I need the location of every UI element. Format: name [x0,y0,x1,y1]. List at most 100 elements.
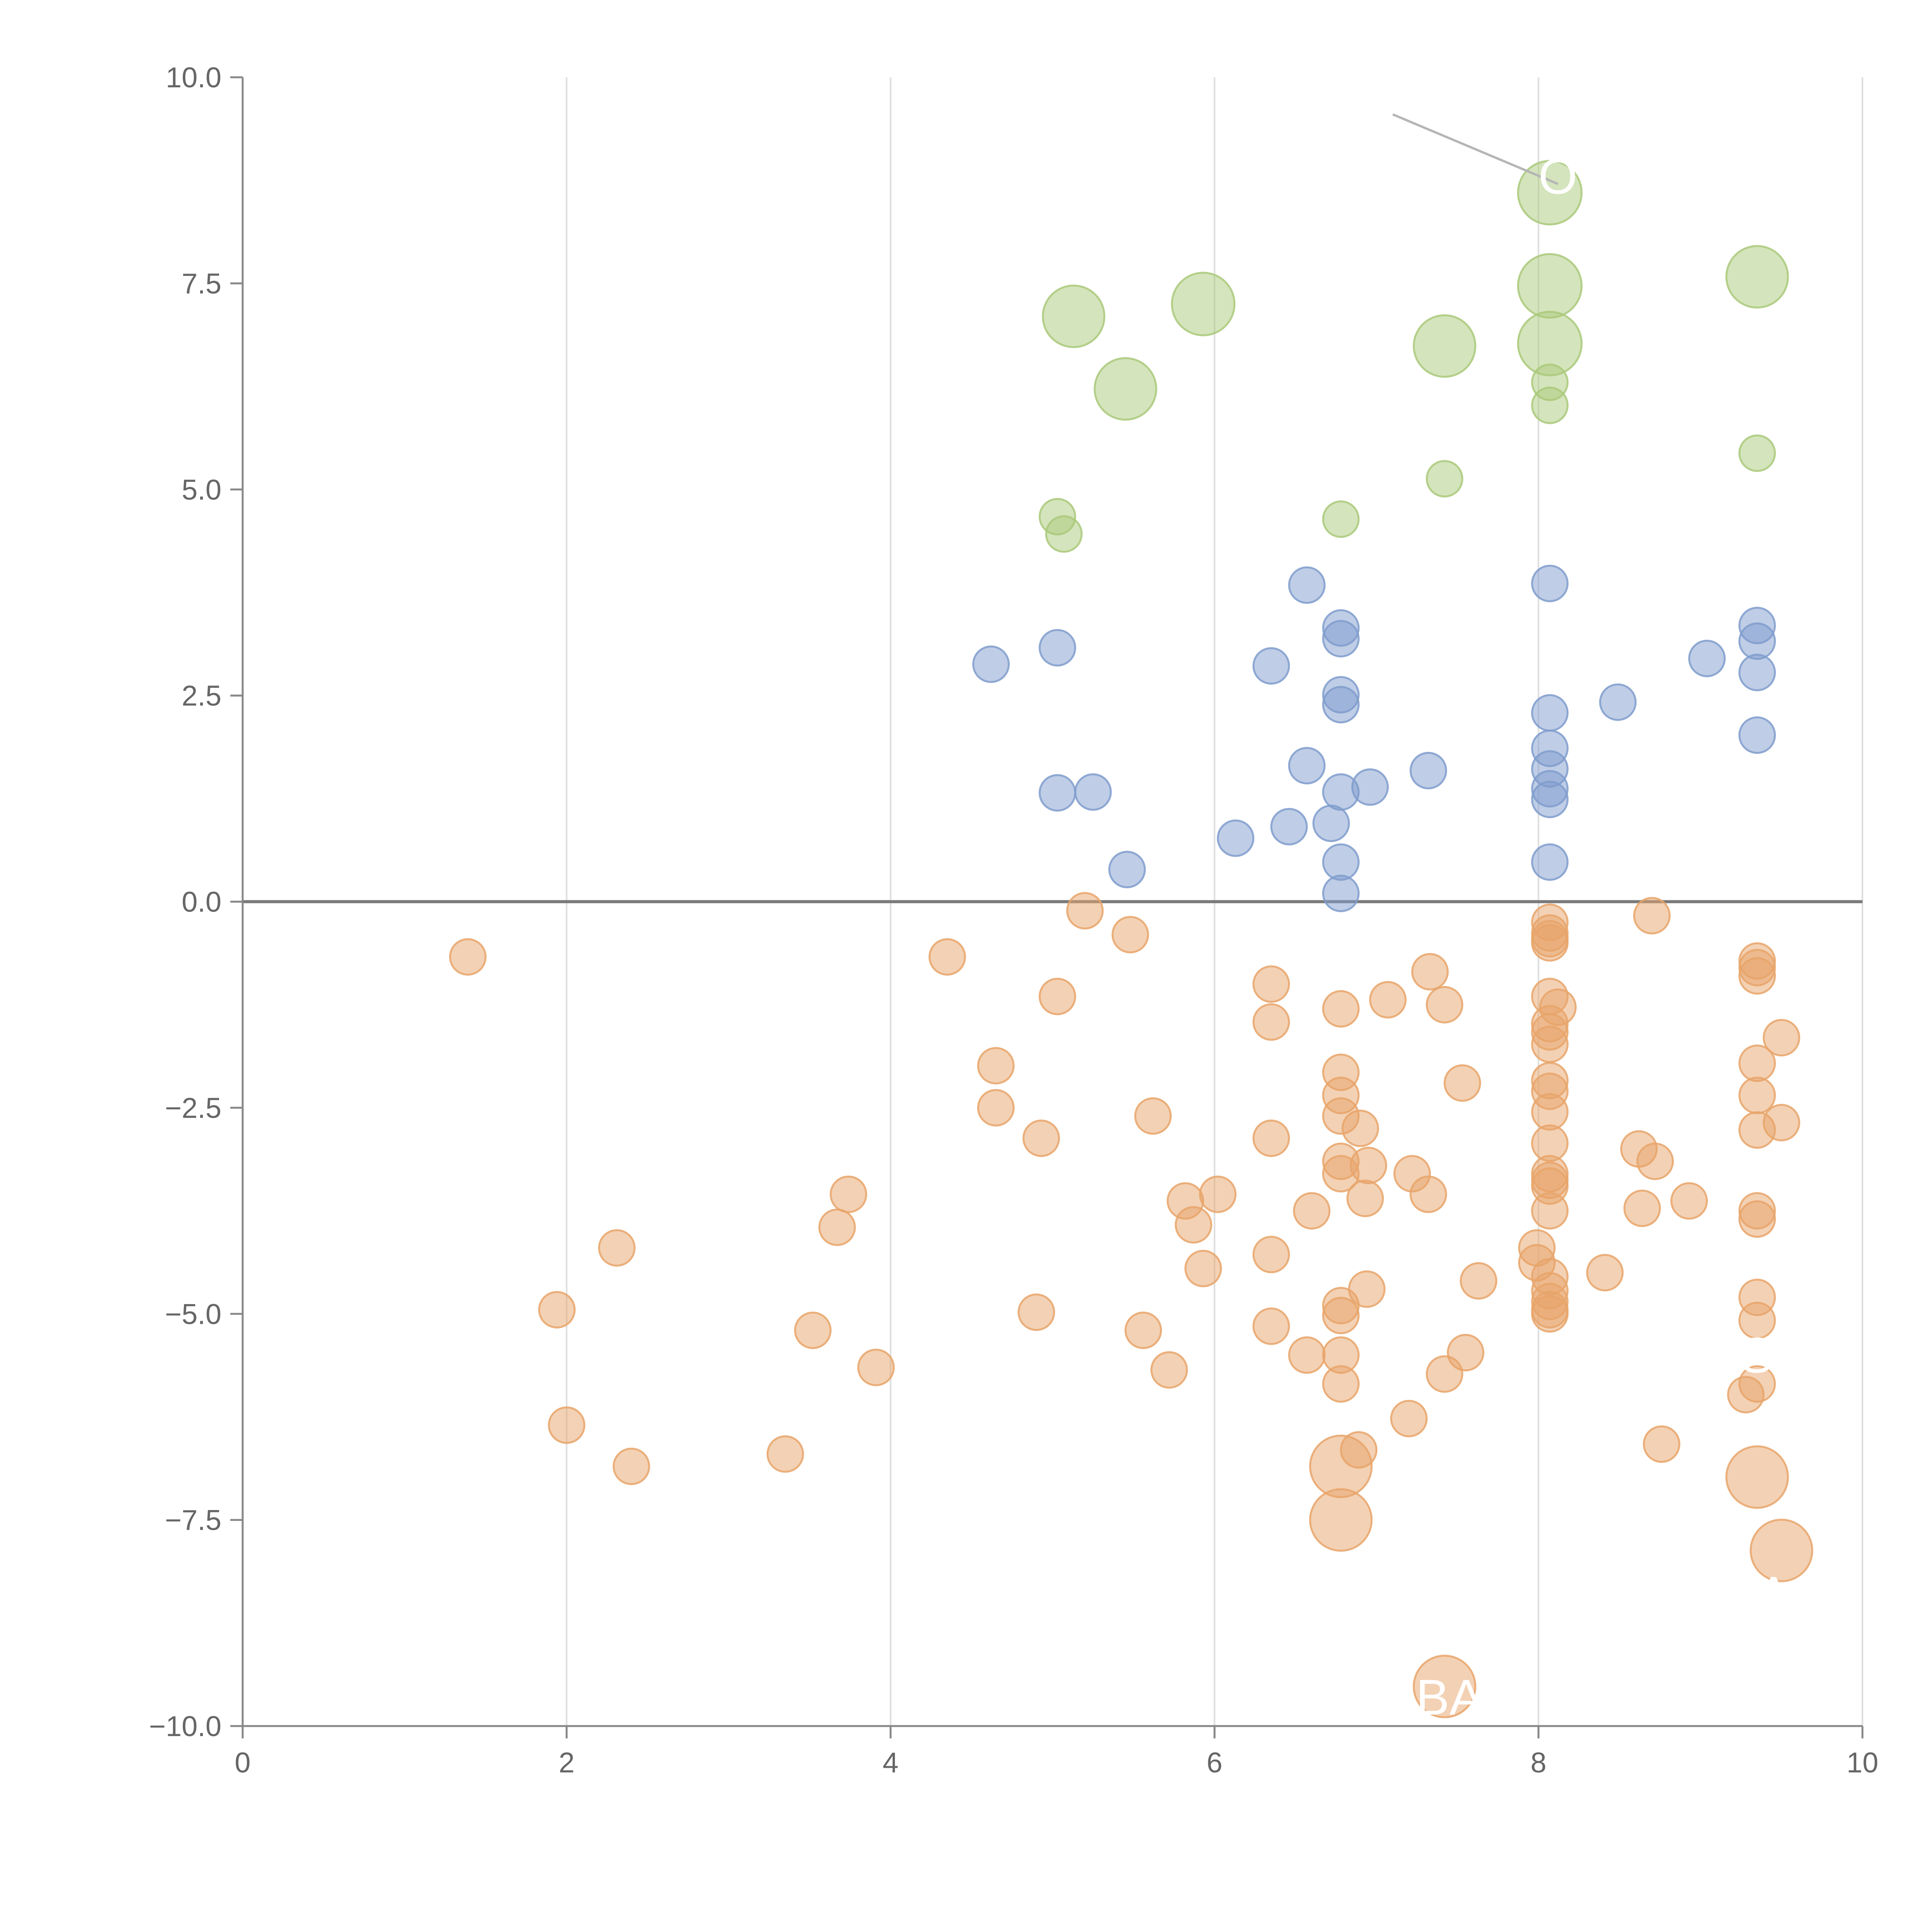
point-negative-13 [1252,965,1290,1003]
x-tick-label-5: 10 [1847,1747,1878,1779]
point-negative-72 [1459,1262,1497,1300]
point-high-1 [1517,253,1583,319]
point-negative-58 [1293,1192,1331,1230]
point-positive-15 [1738,716,1776,754]
point-negative-80 [1322,1297,1360,1335]
point-negative-53 [1199,1175,1237,1213]
point-negative-22 [1531,1026,1569,1063]
point-positive-9 [1252,647,1290,685]
point-negative-59 [1623,1189,1661,1227]
point-negative-93 [1322,1365,1360,1403]
point-negative-84 [1252,1307,1290,1345]
point-negative-44 [1636,1143,1674,1180]
data-points [449,160,1813,1718]
x-tick-label-4: 8 [1531,1747,1546,1779]
point-positive-6 [1688,639,1726,677]
point-high-14 [1322,500,1360,538]
point-positive-1 [1531,565,1569,602]
y-tick-label-3: 2.5 [182,680,221,712]
point-negative-63 [818,1208,856,1246]
point-negative-37 [1341,1109,1379,1147]
point-negative-98 [1643,1425,1680,1463]
point-negative-106 [1413,1655,1476,1718]
point-high-10 [1738,434,1776,472]
point-high-5 [1413,314,1476,378]
annotation-label-1: BA [1416,1669,1483,1725]
point-negative-25 [977,1047,1015,1085]
point-negative-1 [1633,897,1671,935]
point-negative-97 [1390,1400,1428,1437]
x-tick-label-1: 2 [559,1747,575,1779]
point-positive-23 [1351,768,1389,806]
point-negative-2 [1111,916,1149,954]
annotation-label-2: SK [1740,1327,1807,1383]
point-negative-83 [1738,1301,1776,1339]
point-negative-8 [929,938,966,976]
point-negative-52 [830,1175,867,1213]
point-positive-10 [1738,653,1776,691]
point-negative-16 [1425,986,1463,1024]
point-negative-62 [1738,1200,1776,1238]
point-negative-70 [1586,1254,1624,1292]
point-negative-100 [766,1435,804,1473]
point-negative-90 [857,1349,895,1386]
point-positive-28 [1217,819,1255,857]
point-positive-13 [1599,683,1637,721]
point-negative-39 [1762,1104,1800,1141]
y-tick-label-4: 0.0 [182,886,221,918]
point-negative-34 [1531,1093,1569,1131]
point-negative-103 [1725,1445,1789,1509]
y-tick-label-6: −5.0 [165,1298,221,1330]
point-negative-23 [1252,1003,1290,1041]
point-positive-26 [1312,804,1350,842]
point-negative-32 [1738,1077,1776,1114]
point-negative-12 [1411,953,1449,991]
x-tick-label-2: 4 [883,1747,898,1779]
point-negative-49 [1322,1155,1360,1193]
point-positive-32 [1322,874,1360,912]
annotations: O BA SK A [1392,113,1807,1725]
point-negative-33 [977,1089,1015,1127]
point-negative-82 [1531,1295,1569,1333]
point-positive-29 [1108,850,1146,888]
point-positive-31 [1531,843,1569,881]
point-negative-95 [1727,1376,1765,1413]
point-negative-11 [1738,957,1776,995]
point-positive-25 [1074,773,1112,811]
x-tick-label-0: 0 [235,1747,250,1779]
point-negative-105 [1750,1519,1813,1582]
point-positive-12 [1322,686,1360,724]
point-high-9 [1531,386,1569,424]
annotation-leader-0 [1392,113,1559,185]
point-negative-15 [1369,981,1407,1019]
point-negative-14 [1039,978,1077,1015]
point-negative-64 [1175,1206,1213,1244]
y-tick-label-8: −10.0 [149,1710,221,1742]
point-positive-14 [1531,694,1569,732]
point-high-0 [1517,160,1583,226]
point-negative-60 [1531,1192,1569,1230]
point-negative-0 [1066,892,1104,930]
point-negative-69 [1184,1250,1222,1287]
point-negative-104 [1309,1488,1373,1552]
point-negative-57 [1670,1182,1708,1220]
point-positive-27 [1270,808,1308,845]
point-positive-24 [1039,774,1077,812]
point-positive-7 [1039,629,1077,667]
point-negative-67 [1252,1236,1290,1274]
point-positive-5 [1738,622,1776,660]
point-negative-77 [538,1291,576,1329]
annotation-label-0: O [1538,148,1577,204]
point-positive-18 [1410,752,1447,789]
point-positive-3 [1322,620,1360,658]
point-negative-85 [1124,1311,1162,1349]
point-negative-40 [1022,1119,1060,1157]
point-positive-0 [1288,566,1326,604]
point-negative-30 [1444,1064,1481,1102]
point-negative-17 [1322,990,1360,1028]
point-negative-92 [1425,1355,1463,1393]
point-high-3 [1042,284,1105,348]
point-positive-8 [972,645,1010,683]
point-positive-17 [1288,747,1326,784]
